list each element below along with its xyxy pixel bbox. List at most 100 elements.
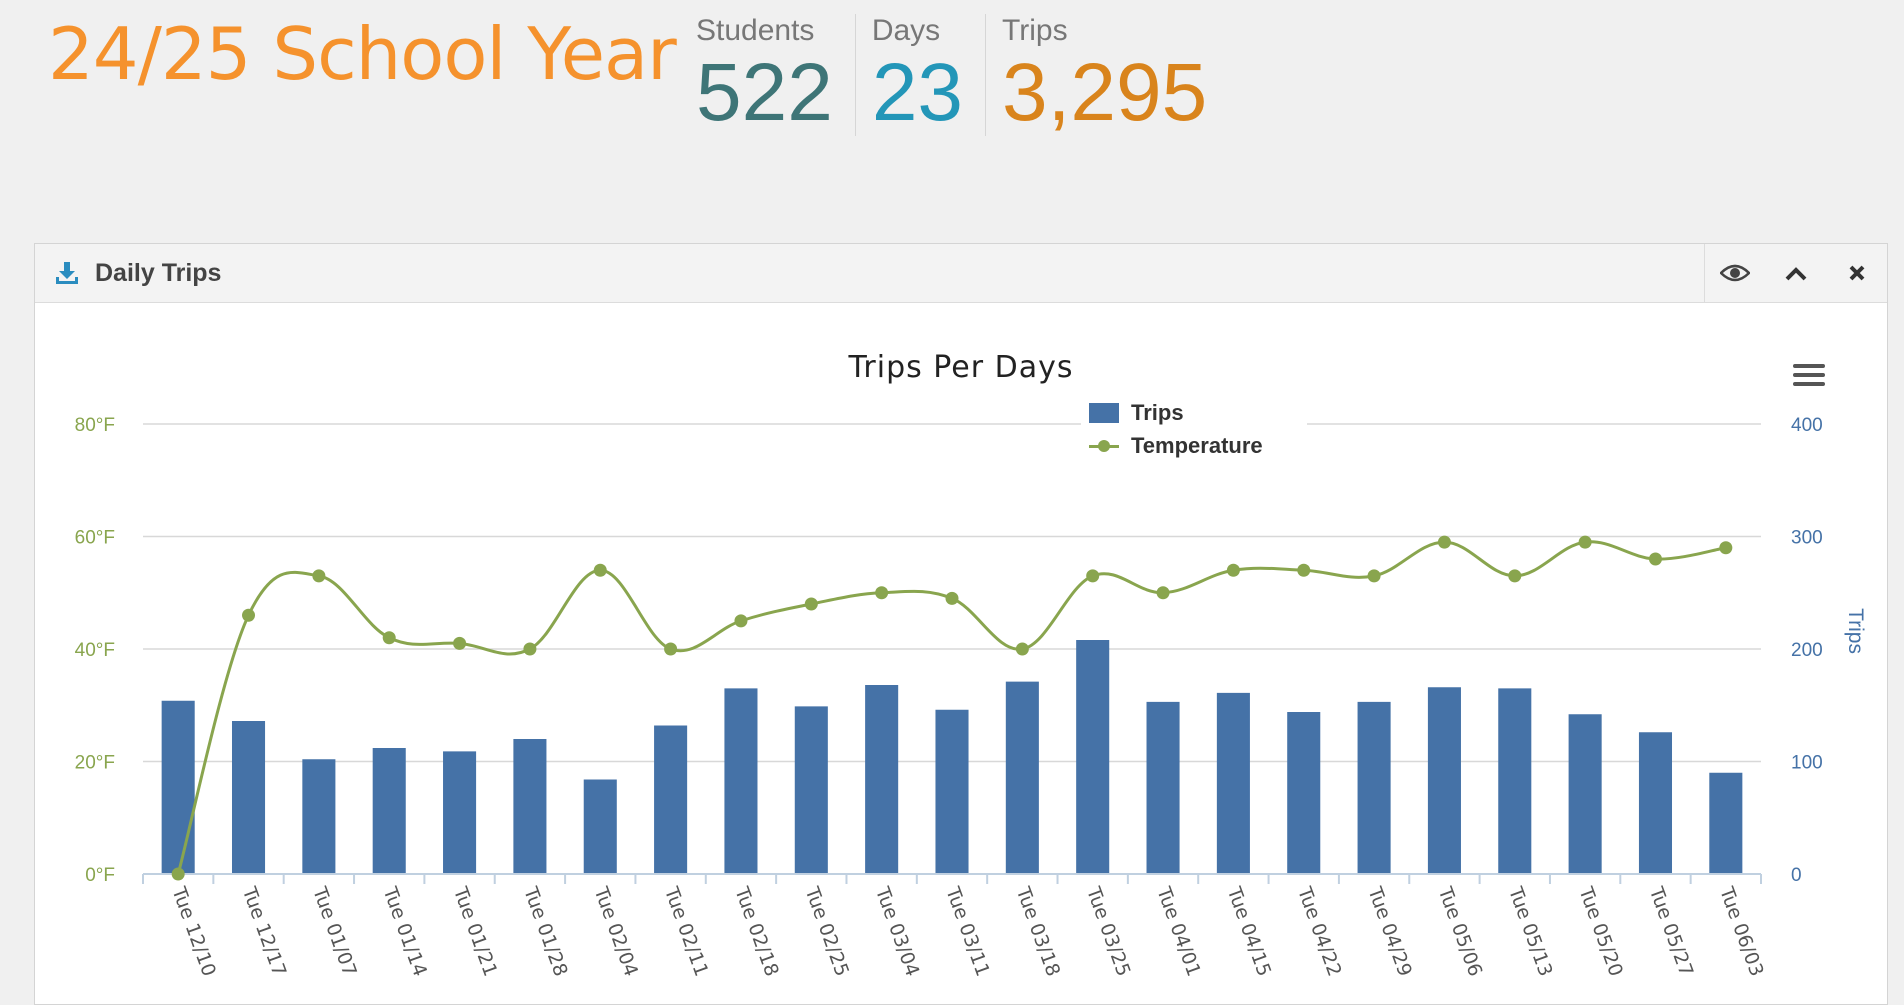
x-axis-label: Tue 05/06	[1433, 883, 1486, 979]
legend-item-temperature[interactable]: Temperature	[1089, 429, 1299, 462]
temperature-point	[593, 563, 607, 577]
x-axis-label: Tue 05/20	[1574, 883, 1627, 979]
right-axis-tick: 300	[1791, 528, 1823, 549]
temperature-point	[1297, 563, 1311, 577]
legend-swatch-temperature	[1089, 436, 1119, 456]
temperature-point	[1508, 569, 1522, 583]
right-axis-tick: 200	[1791, 640, 1823, 661]
bar-trips	[302, 759, 336, 874]
x-axis-label: Tue 04/29	[1363, 883, 1416, 979]
bar-trips	[161, 700, 195, 874]
bar-trips	[1146, 701, 1180, 874]
x-axis-label: Tue 01/14	[378, 883, 431, 979]
bar-trips	[1638, 732, 1673, 874]
temperature-point	[171, 867, 185, 881]
x-axis-label: Tue 01/28	[519, 883, 572, 979]
bar-trips	[935, 709, 969, 874]
bar-trips	[372, 748, 406, 874]
stat-value: 23	[871, 47, 964, 138]
bar-trips	[1357, 701, 1391, 874]
chart-menu-icon[interactable]	[1789, 360, 1829, 390]
stat-value: 522	[696, 47, 833, 138]
temperature-point	[875, 586, 889, 600]
x-axis-label: Tue 05/27	[1644, 883, 1697, 979]
x-axis-label: Tue 06/03	[1715, 883, 1768, 979]
x-axis-label: Tue 02/04	[589, 883, 642, 979]
chevron-up-icon[interactable]	[1779, 256, 1813, 290]
x-axis-label: Tue 02/18	[730, 883, 783, 979]
panel-header: Daily Trips	[35, 244, 1887, 303]
panel-tools	[1704, 244, 1887, 302]
bar-trips	[1287, 712, 1321, 874]
temperature-point	[312, 569, 326, 583]
right-axis-title: Trips	[1844, 608, 1867, 654]
legend-label: Temperature	[1131, 432, 1263, 458]
temperature-point	[734, 614, 748, 628]
x-axis-label: Tue 03/11	[941, 883, 994, 979]
stat-value: 3,295	[1002, 47, 1208, 138]
right-axis-tick: 400	[1791, 415, 1823, 436]
x-axis-label: Tue 04/22	[1293, 883, 1346, 979]
legend-label: Trips	[1131, 399, 1184, 425]
bar-trips	[1005, 681, 1039, 874]
page-title: 24/25 School Year	[48, 12, 677, 96]
left-axis-tick: 80°F	[75, 415, 115, 436]
right-axis-tick: 0	[1791, 865, 1802, 886]
stat-days: Days 23	[854, 14, 985, 138]
stats-summary: Students 522 Days 23 Trips 3,295	[680, 14, 1229, 136]
x-axis-label: Tue 01/07	[308, 883, 361, 979]
temperature-point	[1156, 586, 1170, 600]
chart-title: Trips Per Days	[848, 350, 1074, 385]
x-axis-label: Tue 04/15	[1222, 883, 1275, 979]
temperature-point	[1367, 569, 1381, 583]
bar-trips	[583, 779, 617, 874]
bar-trips	[724, 688, 758, 874]
left-axis-tick: 60°F	[75, 528, 115, 549]
stat-label: Students	[696, 14, 815, 47]
close-icon[interactable]	[1840, 256, 1874, 290]
temperature-point	[523, 642, 537, 656]
temperature-point	[804, 597, 818, 611]
x-axis-label: Tue 03/18	[1011, 883, 1064, 979]
x-axis-label: Tue 02/11	[660, 883, 713, 979]
bar-trips	[794, 706, 828, 874]
x-axis-label: Tue 12/17	[237, 883, 290, 979]
bar-trips	[1216, 692, 1250, 874]
x-axis-label: Tue 03/04	[871, 883, 924, 979]
download-icon[interactable]	[53, 259, 81, 287]
x-axis-label: Tue 04/01	[1152, 883, 1205, 979]
temperature-point	[1437, 535, 1451, 549]
temperature-point	[453, 636, 467, 650]
stat-label: Trips	[1002, 14, 1068, 47]
temperature-point	[1648, 552, 1662, 566]
temperature-point	[1719, 541, 1733, 555]
temperature-point	[382, 631, 396, 645]
chart-container: 0 100 200 300 400 0°F 20°F 40°F 60°F 80°F Trips Tue…	[53, 336, 1869, 1004]
legend-swatch-trips	[1089, 402, 1119, 423]
bar-trips	[1076, 640, 1110, 874]
eye-icon[interactable]	[1718, 256, 1752, 290]
temperature-point	[945, 591, 959, 605]
bar-trips	[865, 685, 899, 874]
trips-chart: 0 100 200 300 400 0°F 20°F 40°F 60°F 80°F Trips Tue…	[75, 415, 1867, 979]
bar-trips	[231, 721, 266, 874]
temperature-point	[1578, 535, 1592, 549]
left-axis-tick: 20°F	[75, 753, 115, 774]
stat-students: Students 522	[680, 14, 855, 136]
stat-label: Days	[871, 14, 941, 47]
x-axis-label: Tue 05/13	[1504, 883, 1557, 979]
temperature-point	[242, 608, 256, 622]
chart-legend: Trips Temperature	[1081, 392, 1307, 466]
x-axis-label: Tue 12/10	[167, 883, 220, 979]
bar-trips	[1709, 772, 1743, 874]
x-axis-label: Tue 03/25	[1082, 883, 1135, 979]
temperature-point	[1015, 642, 1029, 656]
daily-trips-panel: Daily Trips 0 100 200 300 400 0°F 20°F 40°F 60°	[34, 243, 1888, 1005]
panel-title: Daily Trips	[95, 258, 222, 287]
left-axis-tick: 40°F	[75, 640, 115, 661]
bar-trips	[443, 751, 477, 874]
right-axis-tick: 100	[1791, 753, 1823, 774]
legend-item-trips[interactable]: Trips	[1089, 396, 1299, 429]
bar-trips	[1498, 688, 1532, 874]
bar-trips	[1568, 714, 1602, 874]
